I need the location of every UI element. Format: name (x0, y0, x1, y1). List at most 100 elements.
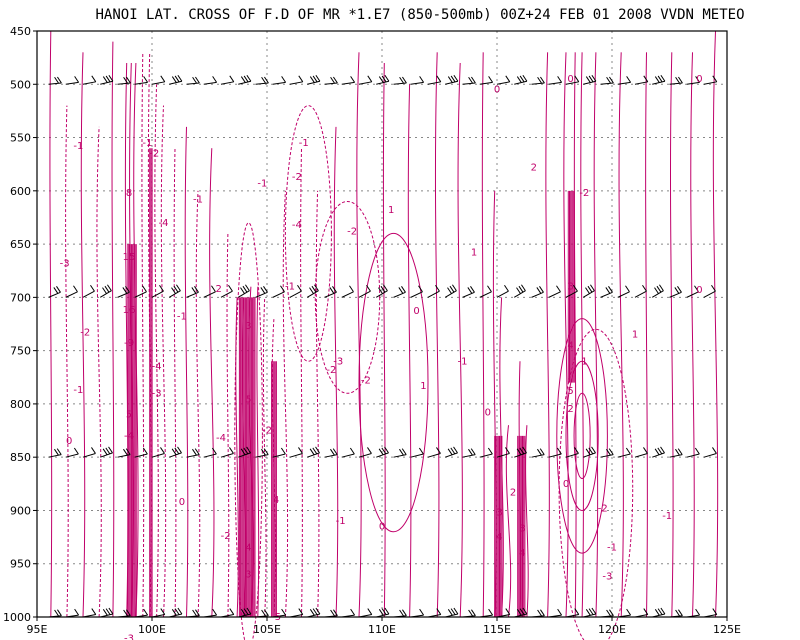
wind-barb-flag (298, 608, 304, 615)
wind-barb-flag (332, 286, 337, 293)
wind-barb-staff (445, 80, 459, 85)
wind-barb-flag (536, 287, 542, 294)
contour-label: 5 (126, 410, 132, 421)
wind-barb-staff (548, 81, 562, 85)
wind-barb-flag (574, 75, 580, 83)
wind-barb-flag (123, 76, 129, 84)
wind-barb-flag (192, 448, 197, 456)
wind-barb-flag (108, 74, 114, 82)
wind-barb-flag (626, 76, 632, 83)
wind-barb-flag (539, 448, 545, 455)
wind-barb-flag (312, 608, 318, 615)
wind-barb-flag (695, 76, 701, 83)
wind-barb-flag (588, 447, 594, 455)
contour-line (184, 126, 189, 618)
wind-barb-flag (240, 609, 246, 616)
wind-barb-flag (436, 608, 442, 615)
wind-barb-staff (289, 81, 303, 85)
wind-barb-flag (73, 447, 79, 455)
contour-line (563, 52, 569, 618)
wind-barb-staff (65, 453, 79, 458)
contour-label: 3 (245, 321, 251, 332)
wind-barb-staff (462, 82, 476, 85)
wind-barb-flag (177, 74, 183, 82)
wind-barb-flag (108, 607, 114, 615)
contour-label: 2 (216, 284, 222, 295)
contour-line (545, 52, 550, 618)
contour-label: -1 (142, 138, 152, 149)
wind-barb-staff (100, 452, 113, 458)
y-tick-label: 900 (10, 504, 31, 517)
wind-barb-flag (264, 76, 269, 84)
wind-barb-flag (487, 447, 493, 455)
wind-barb-flag (123, 609, 129, 617)
wind-barb-flag (261, 609, 267, 617)
wind-barb-staff (634, 290, 647, 298)
wind-barb-flag (246, 74, 252, 82)
wind-barb-flag (678, 609, 683, 616)
wind-barb-flag (384, 74, 390, 82)
wind-barb-flag (449, 285, 455, 293)
wind-barb-flag (192, 76, 198, 84)
contour-label: -4 (159, 218, 169, 229)
wind-barb-flag (176, 284, 181, 292)
wind-barb-staff (686, 291, 699, 298)
wind-barb-flag (56, 448, 62, 455)
wind-barb-flag (447, 448, 453, 456)
contour-label: 3 (567, 282, 573, 293)
contour-line (65, 105, 69, 618)
wind-barb-staff (410, 81, 424, 85)
wind-barb-flag (654, 609, 660, 616)
wind-barb-staff (496, 290, 509, 298)
wind-barb-flag (678, 76, 683, 84)
wind-barb-flag (243, 608, 249, 615)
contour-label: 2 (510, 487, 516, 498)
contour-line (356, 52, 362, 618)
wind-barb-flag (54, 448, 59, 456)
wind-barb-flag (519, 447, 525, 455)
x-tick-label: 115E (483, 623, 511, 636)
contour-label: 0 (485, 407, 491, 418)
wind-barb-staff (48, 454, 62, 458)
wind-barb-staff (186, 82, 200, 85)
contour-lines (49, 30, 719, 640)
wind-barb-staff (117, 82, 131, 85)
wind-barb-flag (143, 608, 149, 616)
wind-barb-staff (600, 82, 614, 85)
wind-barb-staff (168, 290, 181, 298)
wind-barb-flag (557, 76, 563, 83)
wind-barb-flag (212, 608, 218, 616)
wind-barb-flag (585, 609, 591, 616)
wind-barb-staff (376, 80, 390, 85)
wind-barb-staff (634, 452, 648, 458)
wind-barb-flag (557, 608, 563, 616)
wind-barb-flag (229, 447, 234, 454)
wind-barb-flag (654, 76, 660, 83)
wind-barb-flag (381, 608, 387, 615)
wind-barb-flag (261, 76, 267, 84)
wind-barb-flag (315, 74, 321, 82)
wind-barb-staff (203, 291, 216, 298)
wind-barb-flag (56, 286, 61, 293)
wind-barb-flag (105, 447, 111, 455)
wind-barb-flag (677, 286, 682, 293)
wind-barb-flag (399, 448, 404, 456)
contour-label: 16 (123, 305, 136, 316)
wind-barb-flag (314, 284, 319, 292)
wind-barb-flag (108, 446, 113, 454)
contour-label: -1 (458, 356, 468, 367)
wind-barb-flag (349, 285, 354, 293)
wind-barb-staff (686, 81, 700, 85)
wind-barb-staff (583, 80, 597, 85)
wind-barb-flag (126, 76, 131, 84)
contour-label: 0 (379, 521, 385, 532)
contour-label: 3 (496, 508, 502, 519)
wind-barb-flag (383, 284, 388, 292)
contour-label: -1 (336, 516, 346, 527)
contour-line (209, 148, 215, 618)
wind-barb-flag (171, 609, 177, 616)
wind-barb-staff (220, 290, 233, 298)
wind-barb-flag (367, 75, 373, 83)
contour-cell (573, 392, 591, 479)
